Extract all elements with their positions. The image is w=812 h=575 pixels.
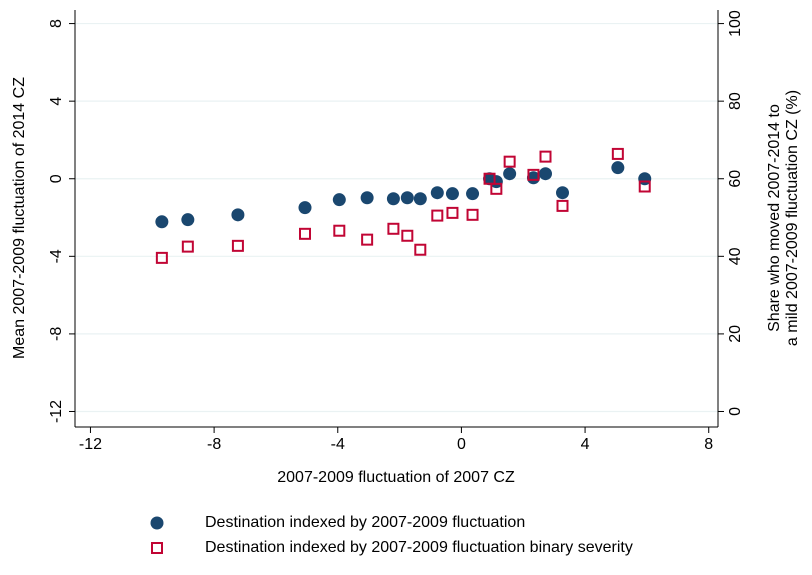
point bbox=[611, 147, 624, 160]
y-tick-label: 8 bbox=[48, 19, 65, 28]
point bbox=[413, 192, 427, 206]
y2-tick-label: 0 bbox=[727, 407, 744, 416]
y2-tick-label: 20 bbox=[727, 325, 744, 343]
y2-tick-label: 60 bbox=[727, 170, 744, 188]
point bbox=[556, 186, 570, 200]
y-tick-label: -12 bbox=[48, 400, 65, 423]
x-axis-label: 2007-2009 fluctuation of 2007 CZ bbox=[277, 469, 515, 486]
point bbox=[298, 201, 312, 215]
point bbox=[360, 191, 374, 205]
point bbox=[490, 182, 503, 195]
point bbox=[483, 172, 496, 185]
point bbox=[155, 251, 168, 264]
y-tick-label: -4 bbox=[48, 249, 65, 263]
point bbox=[431, 209, 444, 222]
point bbox=[231, 208, 245, 222]
legend-label: Destination indexed by 2007-2009 fluctua… bbox=[205, 514, 525, 531]
y2-tick-label: 40 bbox=[727, 247, 744, 265]
x-tick-label: -8 bbox=[207, 436, 221, 453]
y-axis-label: Mean 2007-2009 fluctuation of 2014 CZ bbox=[11, 77, 28, 359]
x-tick-label: 4 bbox=[581, 436, 590, 453]
y2-axis-label: Share who moved 2007-2014 to bbox=[766, 104, 783, 332]
point bbox=[556, 199, 569, 212]
point bbox=[155, 215, 169, 229]
point bbox=[181, 240, 194, 253]
point bbox=[611, 161, 625, 175]
legend-label: Destination indexed by 2007-2009 fluctua… bbox=[205, 539, 633, 556]
y-tick-label: -8 bbox=[48, 327, 65, 341]
point bbox=[446, 206, 459, 219]
x-tick-label: 0 bbox=[457, 436, 466, 453]
point bbox=[298, 227, 311, 240]
point bbox=[332, 193, 346, 207]
point bbox=[503, 155, 516, 168]
point bbox=[430, 186, 444, 200]
point bbox=[231, 239, 244, 252]
point bbox=[387, 222, 400, 235]
y-tick-label: 4 bbox=[48, 97, 65, 106]
legend-marker bbox=[151, 542, 163, 554]
y-tick-label: 0 bbox=[48, 174, 65, 183]
point bbox=[466, 208, 479, 221]
point bbox=[400, 191, 414, 205]
y2-tick-label: 80 bbox=[727, 92, 744, 110]
legend-marker bbox=[150, 516, 164, 530]
point bbox=[527, 168, 540, 181]
point bbox=[503, 167, 517, 181]
point bbox=[445, 187, 459, 201]
point bbox=[539, 150, 552, 163]
point bbox=[526, 171, 540, 185]
point bbox=[401, 229, 414, 242]
y2-tick-label: 100 bbox=[727, 10, 744, 37]
point bbox=[414, 243, 427, 256]
point bbox=[333, 224, 346, 237]
point bbox=[386, 192, 400, 206]
x-tick-label: -4 bbox=[331, 436, 345, 453]
point bbox=[181, 213, 195, 227]
point bbox=[539, 167, 553, 181]
point bbox=[638, 180, 651, 193]
y2-axis-label: a mild 2007-2009 fluctuation CZ (%) bbox=[784, 90, 801, 346]
x-tick-label: -12 bbox=[79, 436, 102, 453]
x-tick-label: 8 bbox=[704, 436, 713, 453]
point bbox=[489, 175, 503, 189]
point bbox=[466, 187, 480, 201]
point bbox=[361, 233, 374, 246]
